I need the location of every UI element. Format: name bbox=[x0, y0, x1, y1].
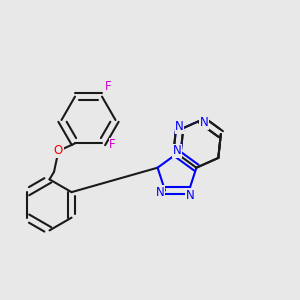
Text: O: O bbox=[54, 144, 63, 158]
Text: N: N bbox=[172, 144, 182, 157]
Text: F: F bbox=[109, 138, 116, 152]
Text: N: N bbox=[185, 188, 194, 202]
Text: N: N bbox=[200, 116, 209, 130]
Text: F: F bbox=[105, 80, 111, 93]
Text: N: N bbox=[156, 185, 165, 199]
Text: N: N bbox=[175, 120, 184, 133]
